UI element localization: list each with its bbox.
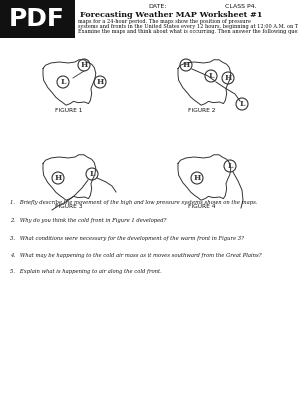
- Text: H: H: [80, 61, 88, 69]
- Text: FIGURE 3: FIGURE 3: [55, 204, 83, 209]
- Text: PDF: PDF: [9, 7, 65, 31]
- Text: CLASS P4.: CLASS P4.: [225, 4, 257, 8]
- Text: Forecasting Weather MAP Worksheet #1: Forecasting Weather MAP Worksheet #1: [80, 11, 263, 19]
- Text: 2.   Why do you think the cold front in Figure 1 developed?: 2. Why do you think the cold front in Fi…: [10, 218, 167, 223]
- Text: H: H: [182, 61, 190, 69]
- Text: L: L: [89, 170, 95, 178]
- Text: systems and fronts in the United States every 12 hours, beginning at 12:00 A.M. : systems and fronts in the United States …: [78, 24, 298, 29]
- Bar: [0, 0, 75, 38]
- Text: FIGURE 4: FIGURE 4: [188, 204, 215, 209]
- Text: Examine the maps and think about what is occurring. Then answer the following qu: Examine the maps and think about what is…: [78, 29, 298, 34]
- Text: 5.   Explain what is happening to air along the cold front.: 5. Explain what is happening to air alon…: [10, 269, 162, 274]
- Text: L: L: [208, 72, 214, 80]
- Text: maps for a 24-hour period. The maps show the position of pressure: maps for a 24-hour period. The maps show…: [78, 19, 251, 25]
- Text: 4.   What may be happening to the cold air mass as it moves southward from the G: 4. What may be happening to the cold air…: [10, 253, 262, 258]
- Text: H: H: [54, 174, 62, 182]
- Text: L: L: [227, 162, 233, 170]
- Text: FIGURE 1: FIGURE 1: [55, 109, 82, 114]
- Text: H: H: [96, 78, 104, 86]
- Text: DATE:: DATE:: [148, 4, 166, 8]
- Text: L: L: [239, 100, 245, 108]
- Text: L: L: [60, 78, 66, 86]
- Text: 1.   Briefly describe the movement of the high and low pressure systems shown on: 1. Briefly describe the movement of the …: [10, 200, 257, 205]
- Text: H: H: [224, 74, 232, 82]
- Text: 3.   What conditions were necessary for the development of the warm front in Fig: 3. What conditions were necessary for th…: [10, 236, 244, 241]
- Text: H: H: [193, 174, 201, 182]
- Text: FIGURE 2: FIGURE 2: [188, 109, 215, 114]
